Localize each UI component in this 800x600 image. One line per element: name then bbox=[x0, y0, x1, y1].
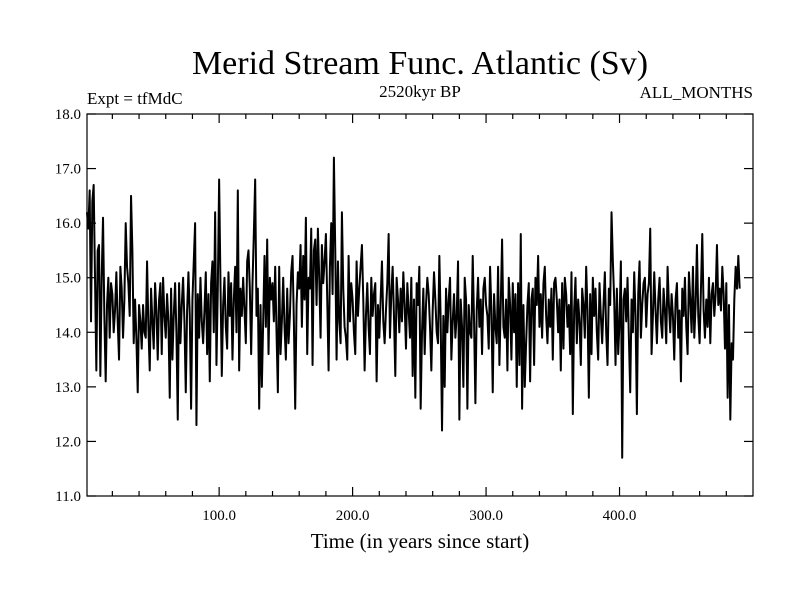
y-tick-label: 18.0 bbox=[55, 107, 81, 123]
y-axis-ticks: 11.0 12.0 13.0 14.0 15.0 16.0 17.0 18.0 bbox=[55, 107, 753, 505]
y-tick-label: 12.0 bbox=[55, 434, 81, 450]
y-tick-label: 16.0 bbox=[55, 216, 81, 232]
y-tick-label: 15.0 bbox=[55, 271, 81, 287]
series-line-merid-stream-func bbox=[86, 156, 741, 459]
chart-title: Merid Stream Func. Atlantic (Sv) bbox=[192, 45, 648, 82]
plot-frame bbox=[86, 113, 754, 497]
x-tick-label: 100.0 bbox=[202, 508, 236, 524]
y-tick-label: 17.0 bbox=[55, 162, 81, 178]
x-tick-label: 200.0 bbox=[336, 508, 370, 524]
x-axis-label: Time (in years since start) bbox=[311, 529, 530, 553]
y-tick-label: 14.0 bbox=[55, 325, 81, 341]
period-label: 2520kyr BP bbox=[379, 82, 461, 101]
y-tick-label: 11.0 bbox=[55, 489, 81, 505]
experiment-label: Expt = tfMdC bbox=[87, 89, 183, 108]
x-tick-label: 300.0 bbox=[469, 508, 503, 524]
x-axis-ticks: 100.0 200.0 300.0 400.0 bbox=[111, 114, 727, 524]
x-tick-label: 400.0 bbox=[603, 508, 637, 524]
y-tick-label: 13.0 bbox=[55, 380, 81, 396]
months-label: ALL_MONTHS bbox=[640, 83, 753, 102]
